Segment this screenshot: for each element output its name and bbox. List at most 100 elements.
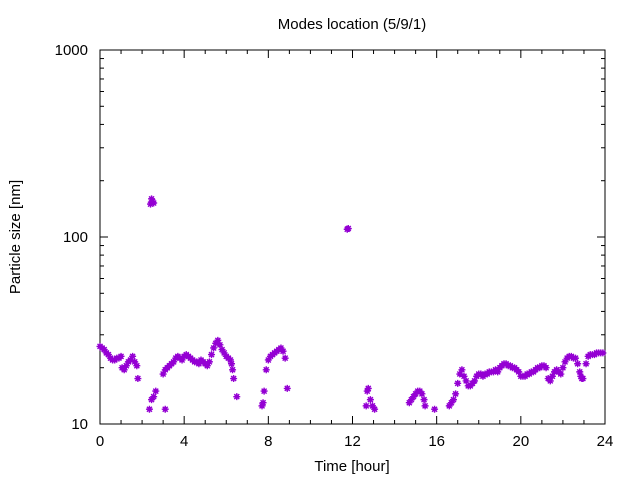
x-tick-label: 8: [264, 433, 272, 450]
data-point-star: [421, 402, 429, 410]
data-point: [205, 358, 213, 366]
data-point: [229, 366, 237, 374]
data-point: [559, 364, 567, 372]
data-point: [582, 360, 590, 368]
x-tick-label: 12: [344, 433, 361, 450]
data-point: [218, 346, 226, 354]
data-point: [134, 375, 142, 383]
data-point-star: [117, 352, 125, 360]
data-point-star: [363, 387, 371, 395]
data-point-star: [100, 346, 108, 354]
data-point-star: [407, 396, 415, 404]
x-tick-label: 16: [428, 433, 445, 450]
data-point: [494, 368, 502, 376]
data-point: [120, 366, 128, 374]
data-point: [579, 375, 587, 383]
data-point: [216, 341, 224, 349]
data-point-star: [259, 399, 267, 407]
data-point: [159, 370, 167, 378]
data-point: [572, 354, 580, 362]
data-point-star: [195, 360, 203, 368]
data-point-star: [579, 375, 587, 383]
data-point: [450, 396, 457, 404]
data-point: [344, 225, 352, 233]
data-point-star: [133, 362, 141, 370]
data-point: [145, 405, 153, 413]
data-point-star: [561, 358, 569, 366]
data-point: [131, 358, 139, 366]
data-point: [542, 364, 550, 372]
data-point: [420, 396, 428, 404]
data-point-star: [557, 370, 565, 378]
data-point-star: [178, 356, 186, 364]
data-point-star: [148, 195, 156, 203]
x-tick-label: 0: [96, 433, 104, 450]
data-point: [100, 346, 108, 354]
data-point-star: [576, 368, 584, 376]
data-point: [283, 384, 291, 392]
data-point-star: [515, 368, 523, 376]
data-point: [368, 402, 376, 410]
data-point: [260, 387, 268, 395]
axis-ticks: 0 4 8 12 16 20 24 10 100 1000: [55, 42, 614, 450]
data-point: [277, 344, 285, 352]
data-point: [210, 344, 218, 352]
data-point: [259, 399, 267, 407]
data-point: [133, 362, 141, 370]
data-point-star: [572, 354, 580, 362]
data-point: [454, 379, 462, 387]
data-point-star: [104, 351, 112, 359]
data-point-star: [205, 358, 213, 366]
y-tick-label: 100: [63, 229, 88, 246]
data-point-star: [226, 356, 234, 364]
data-point: [104, 351, 112, 359]
data-point: [228, 360, 236, 368]
data-point-star: [456, 370, 464, 378]
data-point-star: [542, 364, 550, 372]
data-point: [460, 372, 468, 380]
y-axis-label: Particle size [nm]: [7, 180, 24, 294]
data-point-star: [546, 377, 554, 385]
data-point-star: [264, 356, 272, 364]
data-point-star: [368, 402, 376, 410]
data-point-star: [471, 377, 479, 385]
x-tick-label: 20: [512, 433, 529, 450]
data-point: [421, 402, 429, 410]
chart-title: Modes location (5/9/1): [278, 16, 426, 33]
data-point-star: [405, 399, 413, 407]
data-point: [557, 370, 565, 378]
y-tick-label: 1000: [55, 42, 88, 59]
data-point-star: [170, 358, 178, 366]
data-point: [546, 377, 554, 385]
data-point: [214, 336, 222, 344]
data-point-star: [450, 396, 457, 404]
data-point: [264, 356, 272, 364]
data-point-star: [127, 356, 135, 364]
data-point: [471, 377, 479, 385]
data-point-star: [458, 366, 466, 374]
data-point-star: [120, 366, 128, 374]
data-point-star: [230, 375, 238, 383]
data-point-star: [420, 396, 428, 404]
data-point: [431, 405, 439, 413]
data-point-star: [229, 366, 237, 374]
data-point: [366, 396, 374, 404]
data-point-star: [228, 360, 236, 368]
data-point: [233, 393, 241, 401]
data-point: [456, 370, 464, 378]
data-point-star: [582, 360, 590, 368]
data-point-star: [159, 370, 167, 378]
data-point-star: [148, 396, 156, 404]
data-point: [195, 360, 203, 368]
data-point-star: [203, 362, 211, 370]
data-point-star: [152, 387, 160, 395]
data-point-star: [462, 377, 470, 385]
data-point: [452, 390, 460, 398]
data-point-star: [216, 341, 224, 349]
data-point-star: [122, 362, 130, 370]
data-point-star: [281, 354, 289, 362]
data-point: [117, 352, 125, 360]
data-point: [462, 377, 470, 385]
data-point: [161, 405, 169, 413]
